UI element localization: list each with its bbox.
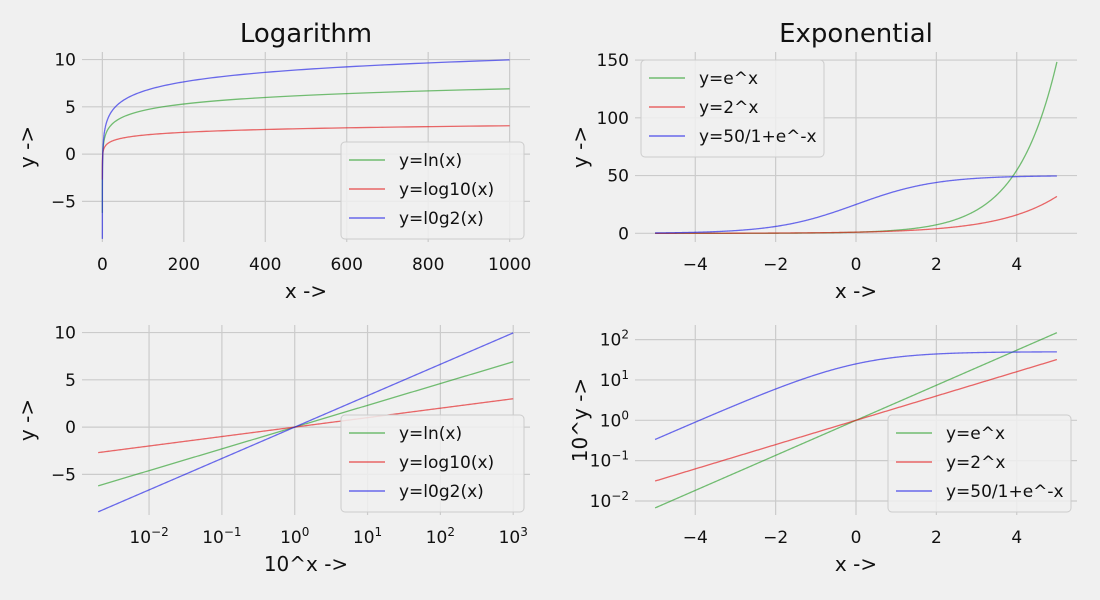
x-tick-label: 4	[1011, 528, 1022, 548]
legend-label: y=e^x	[946, 424, 1005, 444]
panel-1: 0 200 400 600 800 1000 −5 0 5 10 Logarithm x -> y ->…	[15, 19, 531, 303]
legend: y=ln(x) y=log10(x) y=l0g2(x)	[340, 141, 525, 240]
x-tick-label: 103	[499, 525, 528, 548]
y-tick-label: 102	[600, 328, 629, 351]
panel-4: −4 −2 0 2 4 10−2 10−1 100 101 102 x -> 10^y -> y=e^x…	[568, 325, 1077, 576]
x-tick-label: 101	[353, 525, 382, 548]
y-tick-label: 10−1	[590, 449, 629, 472]
x-tick-label: 2	[931, 255, 942, 275]
x-tick-label: 102	[426, 525, 455, 548]
legend-label: y=ln(x)	[399, 151, 462, 171]
y-tick-label: 0	[618, 224, 629, 244]
y-tick-label: 5	[65, 98, 76, 118]
x-tick-label: 0	[851, 528, 862, 548]
x-tick-label: 1000	[488, 255, 531, 275]
legend: y=e^x y=2^x y=50/1+e^-x	[640, 59, 825, 158]
x-tick-label: 200	[168, 255, 200, 275]
legend-label: y=50/1+e^-x	[699, 127, 817, 147]
legend-label: y=l0g2(x)	[399, 482, 484, 502]
y-tick-label: 5	[65, 371, 76, 391]
y-tick-label: 10	[54, 51, 76, 71]
legend-label: y=log10(x)	[399, 180, 494, 200]
series-line	[98, 398, 514, 454]
legend-label: y=2^x	[946, 453, 1005, 473]
x-axis-label: x ->	[835, 552, 877, 576]
y-tick-label: 100	[600, 408, 629, 431]
series-line	[655, 195, 1058, 234]
series-line	[101, 59, 510, 239]
x-tick-label: −4	[683, 528, 708, 548]
legend-box	[640, 59, 825, 158]
y-axis-label: y ->	[15, 126, 39, 168]
x-tick-label: −2	[763, 255, 788, 275]
x-axis-label: 10^x ->	[264, 552, 348, 576]
x-tick-label: 600	[331, 255, 363, 275]
x-tick-label: 10−2	[129, 525, 168, 548]
legend-label: y=ln(x)	[399, 424, 462, 444]
x-axis-label: x ->	[285, 279, 327, 303]
y-tick-label: −5	[51, 192, 76, 212]
legend-label: y=50/1+e^-x	[946, 482, 1064, 502]
y-tick-label: 101	[600, 368, 629, 391]
series-line	[654, 358, 1058, 482]
x-tick-label: 10−1	[202, 525, 241, 548]
legend: y=e^x y=2^x y=50/1+e^-x	[887, 414, 1072, 513]
y-tick-label: 10−2	[590, 489, 629, 512]
panel-2: −4 −2 0 2 4 0 50 100 150 Exponential x -> y -> y=e^x…	[568, 19, 1077, 303]
legend-label: y=log10(x)	[399, 453, 494, 473]
series-line	[654, 351, 1057, 441]
x-tick-label: 0	[851, 255, 862, 275]
y-axis-label: y ->	[568, 126, 592, 168]
panel-title: Exponential	[779, 19, 933, 49]
x-tick-label: 100	[280, 525, 309, 548]
x-tick-label: 2	[931, 528, 942, 548]
y-tick-label: 0	[65, 418, 76, 438]
legend-label: y=l0g2(x)	[399, 209, 484, 229]
x-tick-label: 800	[412, 255, 444, 275]
y-tick-label: −5	[51, 465, 76, 485]
y-axis-label: y ->	[15, 399, 39, 441]
legend-label: y=2^x	[699, 98, 758, 118]
legend-box	[340, 414, 525, 513]
series-line	[97, 361, 514, 487]
y-tick-label: 10	[54, 324, 76, 344]
y-tick-label: 100	[597, 109, 629, 129]
panel-3: 10−2 10−1 100 101 102 103 −5 0 5 10 10^x -> y -> y=l…	[15, 324, 530, 576]
series-line	[97, 332, 514, 513]
legend-box	[340, 141, 525, 240]
x-tick-label: −4	[683, 255, 708, 275]
x-tick-label: 0	[97, 255, 108, 275]
x-axis-label: x ->	[835, 279, 877, 303]
y-tick-label: 50	[607, 167, 629, 187]
y-tick-label: 150	[597, 51, 629, 71]
x-tick-label: 4	[1011, 255, 1022, 275]
legend-box	[887, 414, 1072, 513]
y-tick-label: 0	[65, 145, 76, 165]
x-tick-label: 400	[249, 255, 281, 275]
legend: y=ln(x) y=log10(x) y=l0g2(x)	[340, 414, 525, 513]
y-axis-label: 10^y ->	[568, 378, 592, 462]
series-line	[655, 175, 1057, 234]
panel-title: Logarithm	[240, 19, 372, 49]
x-tick-label: −2	[763, 528, 788, 548]
legend-label: y=e^x	[699, 69, 758, 89]
